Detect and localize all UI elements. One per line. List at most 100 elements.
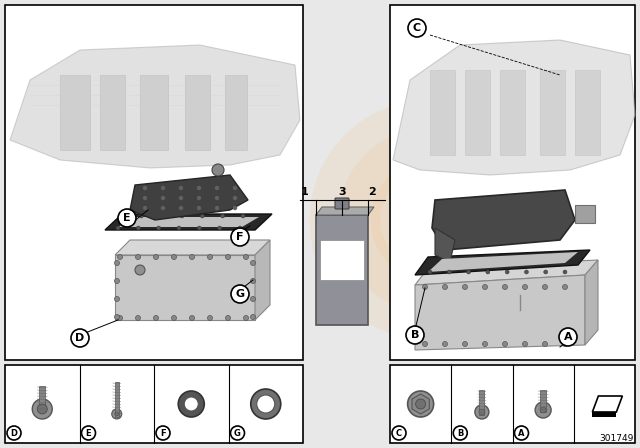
Text: A: A [518,428,525,438]
Circle shape [112,409,122,419]
Circle shape [115,314,120,319]
Circle shape [483,284,488,289]
Circle shape [422,284,428,289]
Circle shape [159,214,164,218]
Polygon shape [130,175,248,220]
Bar [5,5,303,360]
Circle shape [463,284,467,289]
Circle shape [479,409,485,415]
Circle shape [136,226,140,230]
Bar [575,70,600,155]
Circle shape [233,186,237,190]
Circle shape [115,260,120,266]
Circle shape [428,270,432,274]
Circle shape [559,328,577,346]
Circle shape [467,270,470,274]
Circle shape [563,270,567,274]
Polygon shape [412,394,429,414]
Circle shape [215,196,219,200]
Polygon shape [255,240,270,320]
Circle shape [251,389,281,419]
Bar [140,75,168,150]
Circle shape [408,391,434,417]
Text: A: A [564,332,572,342]
Circle shape [37,404,47,414]
Circle shape [184,397,198,411]
Polygon shape [118,217,259,227]
Polygon shape [585,260,598,345]
Circle shape [136,315,141,320]
Bar [320,240,364,280]
Circle shape [156,426,170,440]
Circle shape [392,426,406,440]
Polygon shape [10,45,300,168]
Circle shape [563,341,568,346]
Circle shape [115,297,120,302]
Circle shape [197,196,201,200]
Circle shape [143,186,147,190]
Circle shape [225,254,230,259]
Circle shape [543,341,547,346]
Circle shape [563,284,568,289]
Text: 2: 2 [368,187,376,197]
FancyBboxPatch shape [335,198,349,209]
Circle shape [119,214,123,218]
Text: B: B [457,428,463,438]
Circle shape [207,315,212,320]
Text: G: G [236,289,244,299]
Circle shape [243,315,248,320]
Circle shape [71,329,89,347]
Circle shape [442,284,447,289]
Circle shape [486,270,490,274]
Text: F: F [236,232,244,242]
Circle shape [231,228,249,246]
Circle shape [250,260,255,266]
Circle shape [157,226,161,230]
Circle shape [215,186,219,190]
Circle shape [475,405,489,419]
Circle shape [177,226,181,230]
Circle shape [143,206,147,210]
Bar [5,365,303,443]
Bar [593,412,616,417]
Bar [115,382,119,417]
Circle shape [524,270,529,274]
Polygon shape [432,190,575,250]
Text: G: G [234,428,241,438]
Bar [60,75,90,150]
Circle shape [502,341,508,346]
Circle shape [136,254,141,259]
Circle shape [140,214,143,218]
Circle shape [453,426,467,440]
Circle shape [207,254,212,259]
Circle shape [241,214,245,218]
Circle shape [502,284,508,289]
Text: C: C [413,23,421,33]
Polygon shape [415,250,590,275]
Circle shape [197,226,202,230]
Circle shape [406,326,424,344]
Text: C: C [396,428,402,438]
Circle shape [179,206,183,210]
Circle shape [250,297,255,302]
Circle shape [179,186,183,190]
Circle shape [115,279,120,284]
Circle shape [161,206,165,210]
Bar [390,5,635,360]
Circle shape [250,314,255,319]
Polygon shape [105,214,272,230]
Circle shape [483,341,488,346]
Bar [540,390,546,412]
Polygon shape [115,240,270,255]
Circle shape [135,265,145,275]
Circle shape [543,284,547,289]
Bar [479,390,484,415]
Circle shape [218,226,221,230]
Circle shape [515,426,529,440]
Circle shape [81,426,95,440]
Circle shape [179,196,183,200]
Bar [39,386,45,411]
Circle shape [143,196,147,200]
Circle shape [200,214,204,218]
Circle shape [115,412,119,416]
